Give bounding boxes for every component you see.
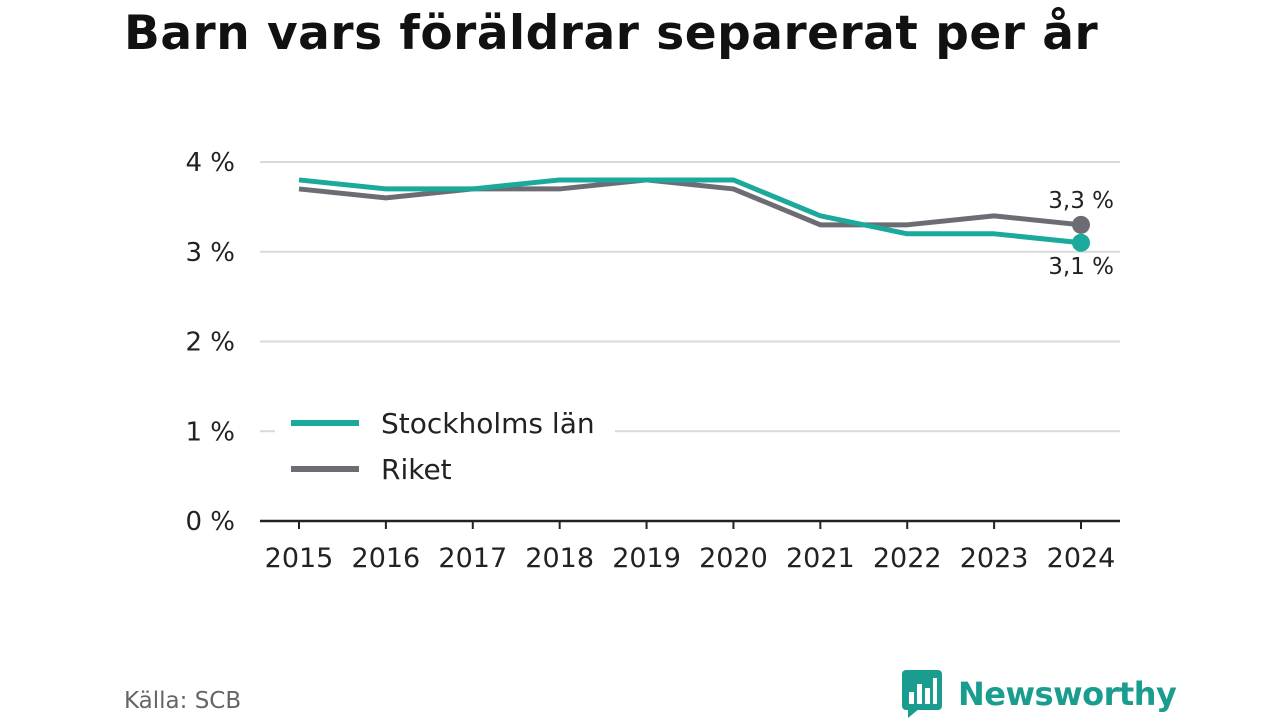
legend: Stockholms län Riket [275, 398, 615, 493]
x-tick-label: 2020 [699, 543, 768, 574]
x-tick-label: 2019 [612, 543, 681, 574]
legend-label: Riket [381, 453, 452, 486]
y-tick-label: 2 % [185, 328, 235, 358]
bar-chart-bubble-icon [902, 670, 942, 718]
x-tick-label: 2015 [265, 543, 334, 574]
y-tick-label: 1 % [185, 417, 235, 447]
series-end-point [1072, 233, 1090, 252]
y-tick-label: 4 % [185, 148, 235, 178]
end-labels: 3,1 % 3,3 % [1048, 188, 1114, 280]
series-lines [298, 177, 1090, 252]
grid-lines [260, 161, 1120, 433]
x-tick-label: 2016 [352, 543, 421, 574]
x-tick-label: 2018 [525, 543, 594, 574]
source-note: Källa: SCB [124, 688, 242, 714]
y-tick-label: 3 % [185, 238, 235, 268]
legend-background [275, 398, 615, 493]
x-tick-label: 2017 [438, 543, 507, 574]
series-end-point [1072, 215, 1090, 234]
chart-title: Barn vars föräldrar separerat per år [124, 6, 1099, 61]
brand-logo: Newsworthy [902, 670, 1177, 718]
y-tick-label: 0 % [185, 507, 235, 537]
x-tick-label: 2022 [873, 543, 942, 574]
x-tick-label: 2021 [786, 543, 855, 574]
data-label: 3,1 % [1048, 254, 1114, 280]
x-tick-label: 2024 [1047, 543, 1116, 574]
legend-label: Stockholms län [381, 407, 595, 440]
x-axis-ticks: 2015 2016 2017 2018 2019 2020 2021 2022 2023 2024 [265, 543, 1116, 574]
series-line [298, 177, 1082, 228]
data-label: 3,3 % [1048, 188, 1114, 214]
y-axis-ticks: 0 % 1 % 2 % 3 % 4 % [185, 148, 235, 537]
brand-name: Newsworthy [958, 675, 1177, 713]
x-tick-label: 2023 [960, 543, 1029, 574]
series-line [298, 177, 1082, 246]
x-axis [260, 519, 1120, 529]
